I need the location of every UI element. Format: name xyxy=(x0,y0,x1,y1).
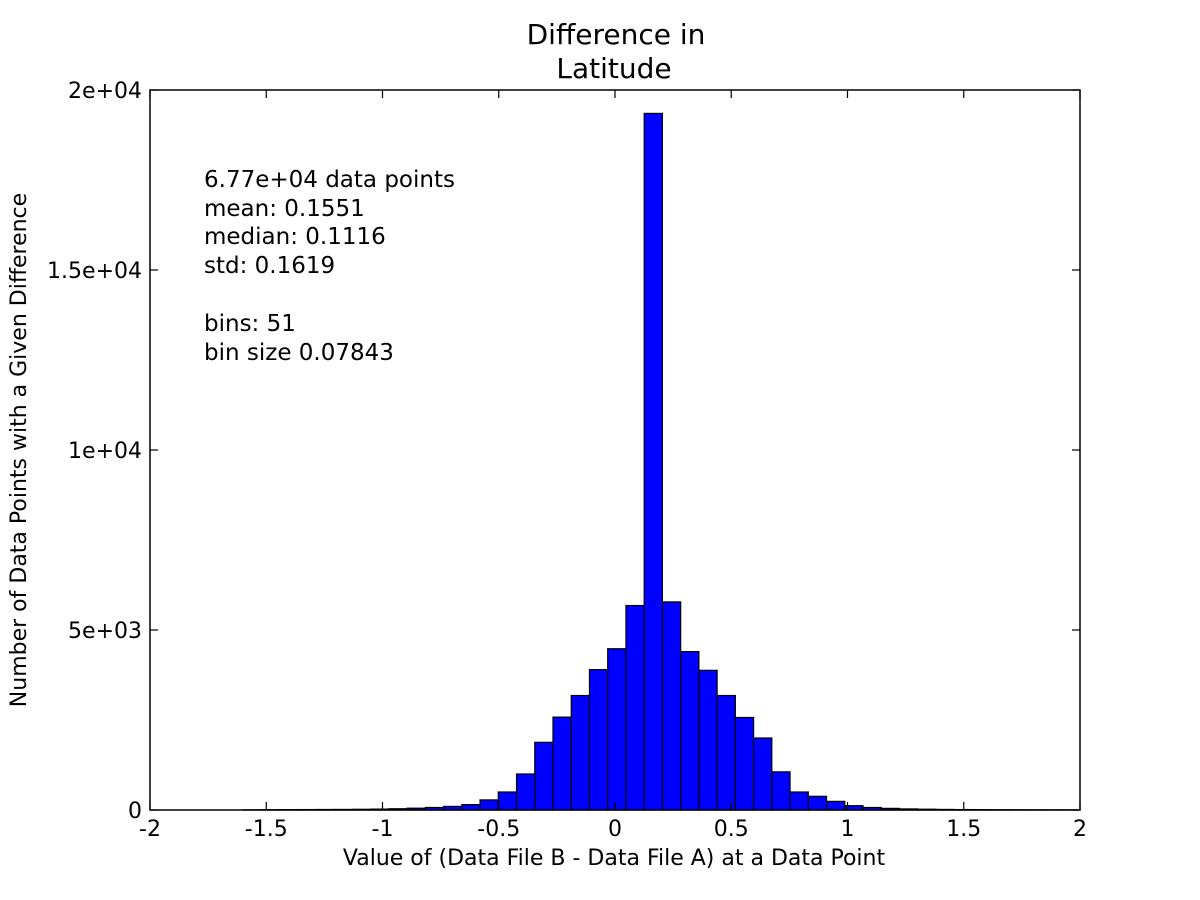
histogram-bar-20 xyxy=(607,648,627,811)
histogram-bar-15 xyxy=(515,773,536,811)
y-tick-label-2: 1e+04 xyxy=(68,439,142,464)
y-tick-label-3: 1.5e+04 xyxy=(47,259,142,284)
stats-line-bins: bins: 51 xyxy=(204,311,296,337)
y-tick-label-1: 5e+03 xyxy=(68,619,142,644)
histogram-bar-30 xyxy=(789,791,809,811)
stats-line-binsize: bin size 0.07843 xyxy=(204,340,394,366)
ticks-layer: -2 -1.5 -1 -0.5 0 0.5 1 1.5 2 0 5e+03 1e+04 1.5e+04 2… xyxy=(47,79,1087,842)
histogram-bar-23 xyxy=(661,601,682,811)
histogram-bar-28 xyxy=(752,737,773,811)
x-tick-label-6: 1 xyxy=(841,817,855,842)
x-axis-label: Value of (Data File B - Data File A) at … xyxy=(343,846,886,871)
histogram-bar-29 xyxy=(771,771,791,811)
histogram-bar-19 xyxy=(588,668,609,811)
y-axis-label: Number of Data Points with a Given Diffe… xyxy=(7,193,32,707)
y-tick-label-0: 0 xyxy=(128,799,142,824)
x-tick-label-2: -1 xyxy=(372,817,394,842)
histogram-bar-14 xyxy=(497,791,518,811)
y-tick-label-4: 2e+04 xyxy=(68,79,142,104)
stats-line-mean: mean: 0.1551 xyxy=(204,196,365,222)
histogram-bar-24 xyxy=(680,650,700,811)
histogram-bar-12 xyxy=(461,803,481,811)
x-tick-label-5: 0.5 xyxy=(714,817,749,842)
stats-annotation: 6.77e+04 data points mean: 0.1551 median… xyxy=(204,167,455,366)
histogram-bar-31 xyxy=(807,795,828,811)
x-tick-label-3: -0.5 xyxy=(477,817,520,842)
x-tick-label-8: 2 xyxy=(1073,817,1087,842)
chart-title-line-2: Latitude xyxy=(556,52,671,85)
histogram-bar-25 xyxy=(698,669,718,811)
histogram-bar-27 xyxy=(734,716,755,811)
stats-line-std: std: 0.1619 xyxy=(204,253,335,279)
histogram-bar-21 xyxy=(625,604,645,811)
stats-line-median: median: 0.1116 xyxy=(204,224,386,250)
histogram-bar-32 xyxy=(825,800,846,811)
x-tick-label-1: -1.5 xyxy=(245,817,288,842)
stats-line-count: 6.77e+04 data points xyxy=(204,167,455,193)
histogram-bar-13 xyxy=(479,799,499,811)
x-tick-label-7: 1.5 xyxy=(946,817,981,842)
histogram-bar-18 xyxy=(570,694,591,811)
x-tick-label-4: 0 xyxy=(608,817,622,842)
x-tick-label-0: -2 xyxy=(139,817,161,842)
histogram-bar-17 xyxy=(552,716,572,811)
histogram-bar-22 xyxy=(643,112,664,811)
histogram-bar-16 xyxy=(534,741,554,811)
histogram-bar-26 xyxy=(716,694,736,811)
chart-title-line-1: Difference in xyxy=(527,18,706,51)
